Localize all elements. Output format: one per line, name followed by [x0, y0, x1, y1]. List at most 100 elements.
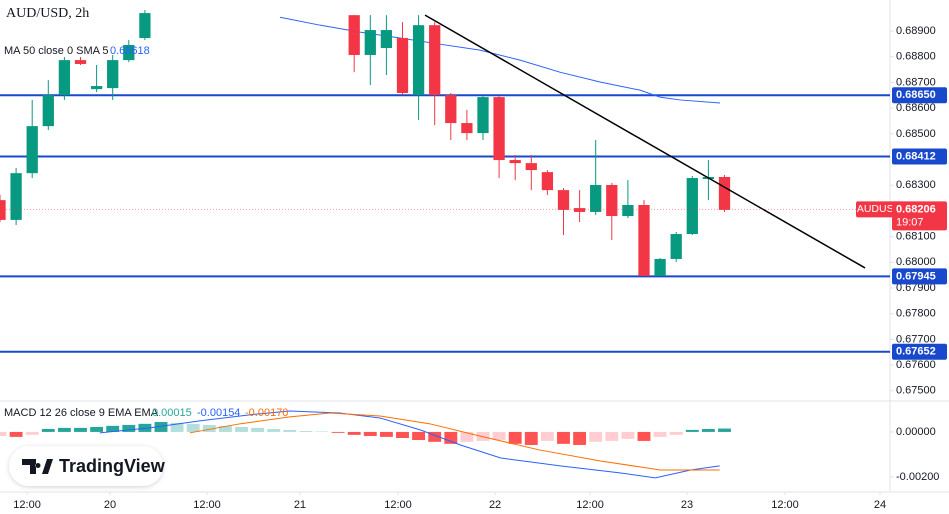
- candle-body: [58, 60, 71, 96]
- axes: 0.68900 0.68800 0.68700 0.68600 0.68500 0.683…: [13, 25, 947, 511]
- histogram-bar: [0, 431, 7, 436]
- histogram-bar: [460, 431, 474, 442]
- y-tick-label: 0.68300: [896, 179, 936, 191]
- histogram-bar: [235, 426, 248, 432]
- y-tick-label: 0.67800: [896, 308, 936, 320]
- candle-body: [718, 177, 731, 210]
- histogram-bar: [379, 431, 393, 437]
- histogram-bar: [25, 431, 39, 435]
- candle-body: [557, 190, 570, 210]
- candle-body: [606, 184, 618, 217]
- candle-body: [590, 184, 602, 212]
- y-tick-label: 0.68000: [896, 256, 936, 268]
- histogram-bar: [331, 431, 345, 433]
- histogram-bar: [557, 431, 570, 444]
- histogram-bar: [669, 431, 683, 435]
- histogram-bar: [57, 427, 71, 432]
- histogram-bar: [299, 431, 313, 432]
- candle-body: [10, 173, 22, 220]
- ma-line: [279, 16, 721, 104]
- histogram-bar: [621, 431, 635, 439]
- branding-badge[interactable]: TradingView: [9, 446, 166, 486]
- candle-body: [380, 30, 393, 49]
- logo-mark: [22, 459, 53, 474]
- candle-body: [686, 178, 698, 235]
- histogram-bar: [637, 431, 651, 441]
- x-tick-label: 12:00: [13, 499, 41, 511]
- histogram-bar: [363, 431, 377, 436]
- histogram-bar: [524, 431, 538, 445]
- x-tick-label: 24: [874, 499, 886, 511]
- level-label: 0.68412: [896, 150, 936, 162]
- ma-legend: MA 50 close 0 SMA 5: [4, 45, 109, 57]
- macd-legend: MACD 12 26 close 9 EMA EMA: [4, 407, 159, 419]
- last-price-bg: [892, 201, 947, 231]
- histogram-bar: [444, 431, 458, 444]
- x-tick-label: 23: [681, 499, 693, 511]
- macd-line: [189, 412, 720, 471]
- histogram-bar: [283, 429, 297, 432]
- candle-body: [396, 38, 409, 93]
- level-label-bg: [892, 87, 947, 104]
- candle-body: [622, 205, 634, 217]
- candle-body: [509, 160, 521, 164]
- candle-body: [429, 25, 441, 96]
- histogram-bar: [41, 429, 55, 432]
- histogram-bar: [186, 423, 200, 432]
- y-tick-label: 0.68800: [896, 51, 936, 63]
- candle-body: [26, 126, 38, 174]
- candle-body: [525, 163, 537, 171]
- candle-body: [654, 258, 666, 276]
- candle-body: [139, 13, 151, 39]
- histogram-bar: [573, 431, 587, 445]
- chart-title: AUD/USD, 2h: [6, 6, 89, 21]
- level-label: 0.68650: [896, 89, 936, 101]
- x-tick-label: 22: [489, 499, 501, 511]
- histogram-bar: [492, 431, 506, 441]
- histogram-bar: [605, 431, 619, 441]
- y-tick-label: 0.68700: [896, 76, 936, 88]
- candle-body: [573, 208, 586, 212]
- histogram-bar: [122, 424, 136, 432]
- y-tick-label: 0.68500: [896, 128, 936, 140]
- histogram-bar: [90, 426, 104, 432]
- badge-bg: [9, 446, 163, 486]
- x-tick-label: 20: [104, 499, 116, 511]
- candle-body: [461, 123, 473, 134]
- histogram-bar: [218, 425, 232, 432]
- candle-body: [412, 25, 425, 96]
- histogram-bar: [106, 425, 120, 432]
- candle-body: [90, 86, 103, 90]
- histogram-bar: [251, 427, 265, 432]
- macd-line-value: -0.00154: [197, 407, 240, 419]
- y-tick-label: 0.00000: [896, 426, 936, 438]
- macd-hist-value: 0.00015: [152, 407, 192, 419]
- y-tick-label: 0.67500: [896, 385, 936, 397]
- symbol-tag: AUDUSD: [857, 203, 902, 215]
- trendline: [424, 14, 866, 269]
- histogram-bar: [653, 431, 667, 437]
- macd-pane: [0, 410, 731, 479]
- x-tick-label: 21: [294, 499, 306, 511]
- histogram-bar: [154, 422, 168, 432]
- candle-body: [364, 30, 376, 55]
- histogram-bar: [9, 431, 23, 437]
- histogram-bar: [315, 431, 329, 432]
- candle-body: [493, 97, 505, 161]
- histogram-bar: [412, 431, 426, 441]
- level-label: 0.67945: [896, 270, 936, 282]
- x-tick-label: 12:00: [384, 499, 412, 511]
- candle-body: [74, 60, 87, 64]
- y-tick-label: 0.67900: [896, 282, 936, 294]
- histogram-bar: [396, 431, 409, 438]
- histogram-bar: [685, 429, 699, 432]
- histogram-bar: [508, 431, 522, 444]
- candle-body: [670, 234, 682, 259]
- macd-signal-value: -0.00170: [245, 407, 288, 419]
- candle-body: [477, 97, 489, 134]
- histogram-bar: [428, 431, 442, 442]
- level-label: 0.67652: [896, 346, 936, 358]
